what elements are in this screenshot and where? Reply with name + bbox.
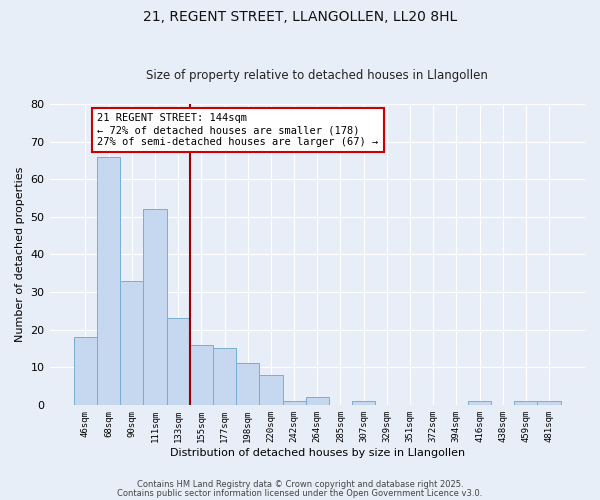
Text: Contains HM Land Registry data © Crown copyright and database right 2025.: Contains HM Land Registry data © Crown c… xyxy=(137,480,463,489)
Bar xyxy=(514,401,538,405)
X-axis label: Distribution of detached houses by size in Llangollen: Distribution of detached houses by size … xyxy=(170,448,465,458)
Text: 21, REGENT STREET, LLANGOLLEN, LL20 8HL: 21, REGENT STREET, LLANGOLLEN, LL20 8HL xyxy=(143,10,457,24)
Bar xyxy=(352,401,375,405)
Text: 21 REGENT STREET: 144sqm
← 72% of detached houses are smaller (178)
27% of semi-: 21 REGENT STREET: 144sqm ← 72% of detach… xyxy=(97,114,379,146)
Bar xyxy=(213,348,236,405)
Bar xyxy=(283,401,305,405)
Bar xyxy=(143,210,167,405)
Bar xyxy=(305,398,329,405)
Bar xyxy=(120,280,143,405)
Bar xyxy=(74,337,97,405)
Bar xyxy=(167,318,190,405)
Bar xyxy=(236,364,259,405)
Bar xyxy=(468,401,491,405)
Bar xyxy=(190,344,213,405)
Bar xyxy=(97,156,120,405)
Text: Contains public sector information licensed under the Open Government Licence v3: Contains public sector information licen… xyxy=(118,488,482,498)
Title: Size of property relative to detached houses in Llangollen: Size of property relative to detached ho… xyxy=(146,69,488,82)
Bar xyxy=(259,375,283,405)
Bar xyxy=(538,401,560,405)
Y-axis label: Number of detached properties: Number of detached properties xyxy=(15,166,25,342)
